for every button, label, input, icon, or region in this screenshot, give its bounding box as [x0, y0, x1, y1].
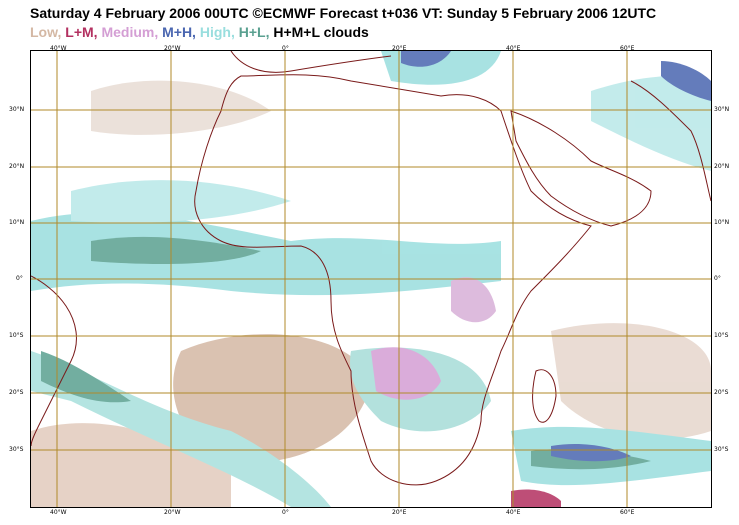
lon-label-top-0: 0°: [282, 45, 289, 52]
lon-label-top-40e: 40°E: [506, 45, 521, 52]
lat-label-left-30s: 30°S: [9, 446, 24, 453]
hl-cloud-equatorial: [91, 236, 261, 264]
mh-cloud-north: [401, 51, 451, 67]
lon-label-40w: 40°W: [50, 509, 67, 516]
high-cloud-equatorial-band: [31, 212, 501, 296]
lat-label-left-20s: 20°S: [9, 389, 24, 396]
medium-cloud-east-africa: [451, 277, 496, 323]
legend-low-medium: L+M,: [65, 24, 102, 40]
legend-all-levels: H+M+L clouds: [273, 24, 369, 40]
lat-label-right-30s: 30°S: [714, 446, 729, 453]
lat-label-left-0: 0°: [16, 275, 23, 282]
lon-label-top-60e: 60°E: [620, 45, 635, 52]
legend-high-low: H+L,: [238, 24, 274, 40]
lon-label-top-40w: 40°W: [50, 45, 67, 52]
europe-coastline: [230, 51, 392, 73]
lm-cloud-south: [511, 489, 561, 507]
lat-label-right-20n: 20°N: [714, 163, 730, 170]
lon-label-top-20e: 20°E: [392, 45, 407, 52]
cloud-legend: Low, L+M, Medium, M+H, High, H+L, H+M+L …: [30, 24, 369, 40]
lat-label-right-10s: 10°S: [714, 332, 729, 339]
graticule: [31, 51, 711, 507]
hl-cloud-southwest: [41, 351, 131, 403]
lon-label-0: 0°: [282, 509, 289, 516]
africa-coastline: [194, 74, 592, 486]
lat-label-right-20s: 20°S: [714, 389, 729, 396]
map-title: Saturday 4 February 2006 00UTC ©ECMWF Fo…: [30, 5, 657, 21]
low-cloud-indian-ocean: [551, 323, 711, 440]
legend-low: Low,: [30, 24, 66, 40]
legend-medium-high: M+H,: [162, 24, 200, 40]
cloud-map: [30, 50, 712, 508]
lat-label-left-30n: 30°N: [9, 106, 25, 113]
madagascar-coastline: [532, 369, 557, 423]
high-cloud-northeast: [591, 76, 711, 171]
cloud-field: [31, 51, 711, 507]
lon-label-top-20w: 20°W: [164, 45, 181, 52]
high-cloud-north-band: [71, 180, 291, 223]
lon-label-20e: 20°E: [392, 509, 407, 516]
low-cloud-southwest: [31, 423, 231, 507]
asia-coastline: [630, 80, 711, 202]
legend-high: High,: [199, 24, 239, 40]
arabia-coastline: [510, 110, 652, 227]
lon-label-60e: 60°E: [620, 509, 635, 516]
lon-label-20w: 20°W: [164, 509, 181, 516]
map-canvas: [31, 51, 711, 507]
coastlines: [31, 51, 711, 486]
lat-label-right-30n: 30°N: [714, 106, 730, 113]
low-cloud-north: [91, 80, 271, 135]
lat-label-left-10s: 10°S: [9, 332, 24, 339]
mh-cloud-southeast: [551, 444, 631, 462]
legend-medium: Medium,: [101, 24, 163, 40]
lat-label-right-10n: 10°N: [714, 219, 730, 226]
lat-label-left-10n: 10°N: [9, 219, 25, 226]
lat-label-right-0: 0°: [714, 275, 721, 282]
medium-cloud-central-africa: [371, 347, 441, 400]
mh-cloud-northeast: [661, 61, 711, 101]
lon-label-40e: 40°E: [506, 509, 521, 516]
lat-label-left-20n: 20°N: [9, 163, 25, 170]
